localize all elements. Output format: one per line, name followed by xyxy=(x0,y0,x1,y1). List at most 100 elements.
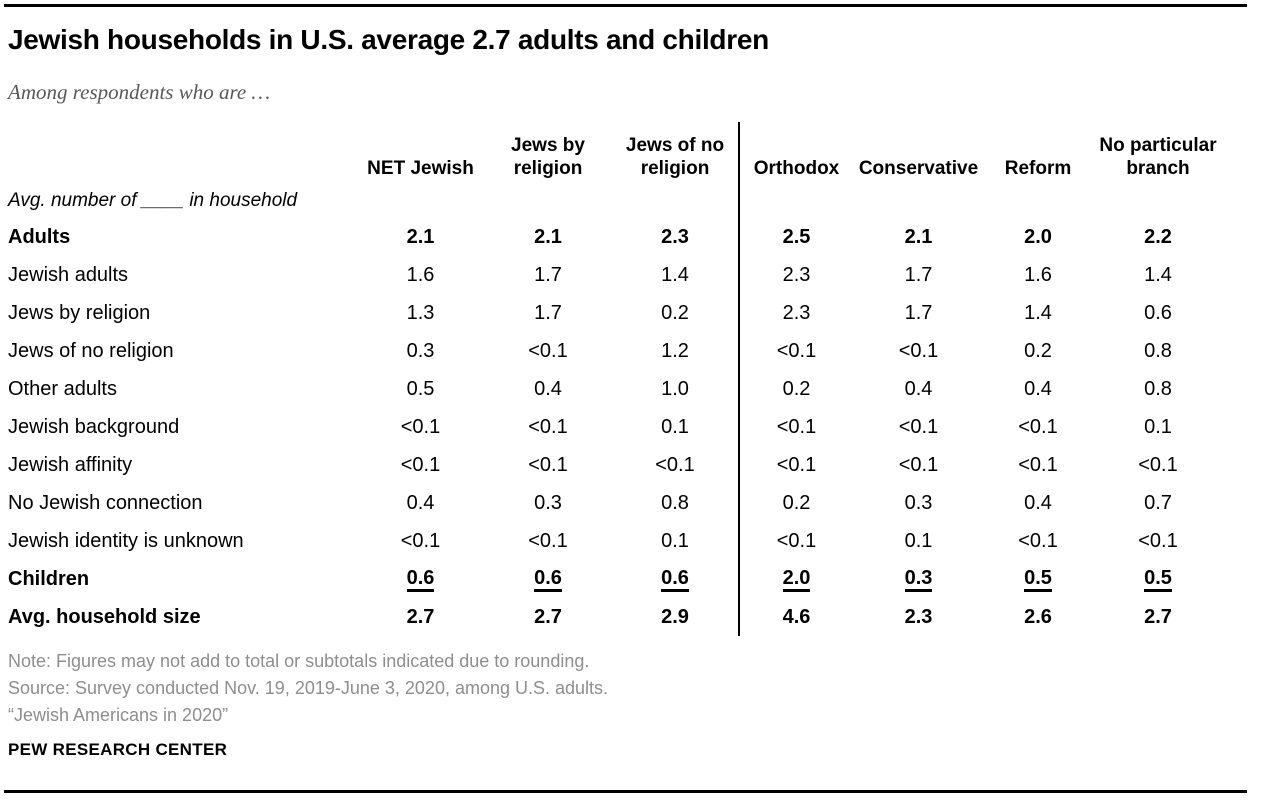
cell-value: 0.4 xyxy=(1024,377,1052,400)
cell-value: 2.7 xyxy=(534,605,562,628)
value-cell: 1.2 xyxy=(612,332,739,370)
cell-value: 0.5 xyxy=(1144,568,1172,592)
table-row: Jewish identity is unknown <0.1 <0.1 0.1 <0.… xyxy=(8,522,1224,560)
value-cell: 2.0 xyxy=(984,218,1092,256)
page-subtitle: Among respondents who are … xyxy=(8,80,271,104)
value-cell: 2.5 xyxy=(738,218,853,256)
cell-value: 2.3 xyxy=(782,263,811,286)
caption-spacer xyxy=(738,180,853,218)
value-cell: 0.8 xyxy=(1092,332,1224,370)
table-row: Jewish affinity <0.1 <0.1 <0.1 <0.1 <0.1 <0.1 <… xyxy=(8,446,1224,484)
value-cell: 2.7 xyxy=(357,598,484,636)
cell-value: 0.2 xyxy=(782,491,811,514)
cell-value: 2.0 xyxy=(1024,225,1052,248)
value-cell: 0.2 xyxy=(738,484,853,522)
value-cell: 0.3 xyxy=(484,484,612,522)
value-cell: 0.5 xyxy=(984,560,1092,598)
cell-value: 0.2 xyxy=(782,377,811,400)
value-cell: <0.1 xyxy=(484,332,612,370)
value-cell: 1.7 xyxy=(484,256,612,294)
value-cell: 0.3 xyxy=(853,484,984,522)
value-cell: 0.1 xyxy=(612,522,739,560)
column-header: Conservative xyxy=(858,158,979,179)
value-cell: <0.1 xyxy=(357,522,484,560)
cell-value: 1.2 xyxy=(661,339,689,362)
row-label: Children xyxy=(8,567,90,590)
cell-value: 1.7 xyxy=(534,263,562,286)
value-cell: 1.4 xyxy=(984,294,1092,332)
cell-value: <0.1 xyxy=(528,529,568,552)
value-cell: <0.1 xyxy=(1092,522,1224,560)
value-cell: <0.1 xyxy=(984,522,1092,560)
cell-value: 4.6 xyxy=(782,605,811,628)
cell-value: 2.6 xyxy=(1024,605,1052,628)
column-header-row: NET Jewish Jews by religion Jews of no rel… xyxy=(8,122,1224,180)
value-cell: 2.3 xyxy=(612,218,739,256)
cell-value: <0.1 xyxy=(1018,415,1058,438)
cell-value: <0.1 xyxy=(528,453,568,476)
value-cell: <0.1 xyxy=(738,446,853,484)
table-row: Adults 2.1 2.1 2.3 2.5 2.1 2.0 2.2 xyxy=(8,218,1224,256)
top-rule xyxy=(4,4,1247,7)
value-cell: 0.2 xyxy=(738,370,853,408)
report-title: “Jewish Americans in 2020” xyxy=(8,705,229,725)
cell-value: 0.2 xyxy=(1024,339,1052,362)
cell-value: 0.5 xyxy=(406,377,435,400)
cell-value: 0.5 xyxy=(1024,568,1052,592)
column-header: No particular branch xyxy=(1099,135,1217,179)
cell-value: 2.3 xyxy=(782,301,811,324)
value-cell: 1.4 xyxy=(1092,256,1224,294)
value-cell: <0.1 xyxy=(853,332,984,370)
value-cell: 1.0 xyxy=(612,370,739,408)
cell-value: <0.1 xyxy=(1138,529,1178,552)
caption-row: Avg. number of ____ in household xyxy=(8,180,1224,218)
value-cell: 2.1 xyxy=(484,218,612,256)
value-cell: 1.7 xyxy=(853,294,984,332)
cell-value: 2.9 xyxy=(661,605,689,628)
value-cell: 0.4 xyxy=(357,484,484,522)
cell-value: <0.1 xyxy=(655,453,695,476)
cell-value: 0.6 xyxy=(534,568,562,592)
caption-spacer xyxy=(357,180,484,218)
value-cell: <0.1 xyxy=(612,446,739,484)
row-label: Jewish affinity xyxy=(8,453,133,476)
cell-value: 2.7 xyxy=(1144,605,1172,628)
value-cell: 1.7 xyxy=(853,256,984,294)
cell-value: 0.8 xyxy=(661,491,689,514)
row-label: Jews by religion xyxy=(8,301,151,324)
value-cell: 0.2 xyxy=(612,294,739,332)
value-cell: 0.7 xyxy=(1092,484,1224,522)
cell-value: 0.1 xyxy=(1144,415,1172,438)
table-row: Jews by religion 1.3 1.7 0.2 2.3 1.7 1.4 0.6 xyxy=(8,294,1224,332)
cell-value: <0.1 xyxy=(528,339,568,362)
cell-value: 1.4 xyxy=(1024,301,1052,324)
caption-spacer xyxy=(484,180,612,218)
value-cell: <0.1 xyxy=(738,522,853,560)
cell-value: <0.1 xyxy=(1138,453,1178,476)
cell-value: <0.1 xyxy=(776,529,817,552)
table-body: Adults 2.1 2.1 2.3 2.5 2.1 2.0 2.2 Jewish adults… xyxy=(8,218,1224,636)
value-cell: 4.6 xyxy=(738,598,853,636)
value-cell: 0.4 xyxy=(853,370,984,408)
cell-value: 0.7 xyxy=(1144,491,1172,514)
row-label: Other adults xyxy=(8,377,117,400)
cell-value: 0.3 xyxy=(406,339,435,362)
caption-spacer xyxy=(984,180,1092,218)
cell-value: 0.2 xyxy=(661,301,689,324)
value-cell: 2.6 xyxy=(984,598,1092,636)
row-label: Jewish identity is unknown xyxy=(8,529,244,552)
brand-pew-research-center: PEW RESEARCH CENTER xyxy=(8,740,228,759)
cell-value: 0.6 xyxy=(406,568,435,592)
source-text: Source: Survey conducted Nov. 19, 2019-J… xyxy=(8,678,609,698)
cell-value: 1.6 xyxy=(1024,263,1052,286)
footer-notes: Note: Figures may not add to total or su… xyxy=(8,648,608,729)
cell-value: 2.3 xyxy=(904,605,933,628)
value-cell: 2.1 xyxy=(853,218,984,256)
cell-value: 0.8 xyxy=(1144,377,1172,400)
value-cell: 2.7 xyxy=(1092,598,1224,636)
value-cell: 1.6 xyxy=(984,256,1092,294)
value-cell: 0.5 xyxy=(357,370,484,408)
value-cell: <0.1 xyxy=(738,408,853,446)
row-label: Avg. household size xyxy=(8,605,201,628)
